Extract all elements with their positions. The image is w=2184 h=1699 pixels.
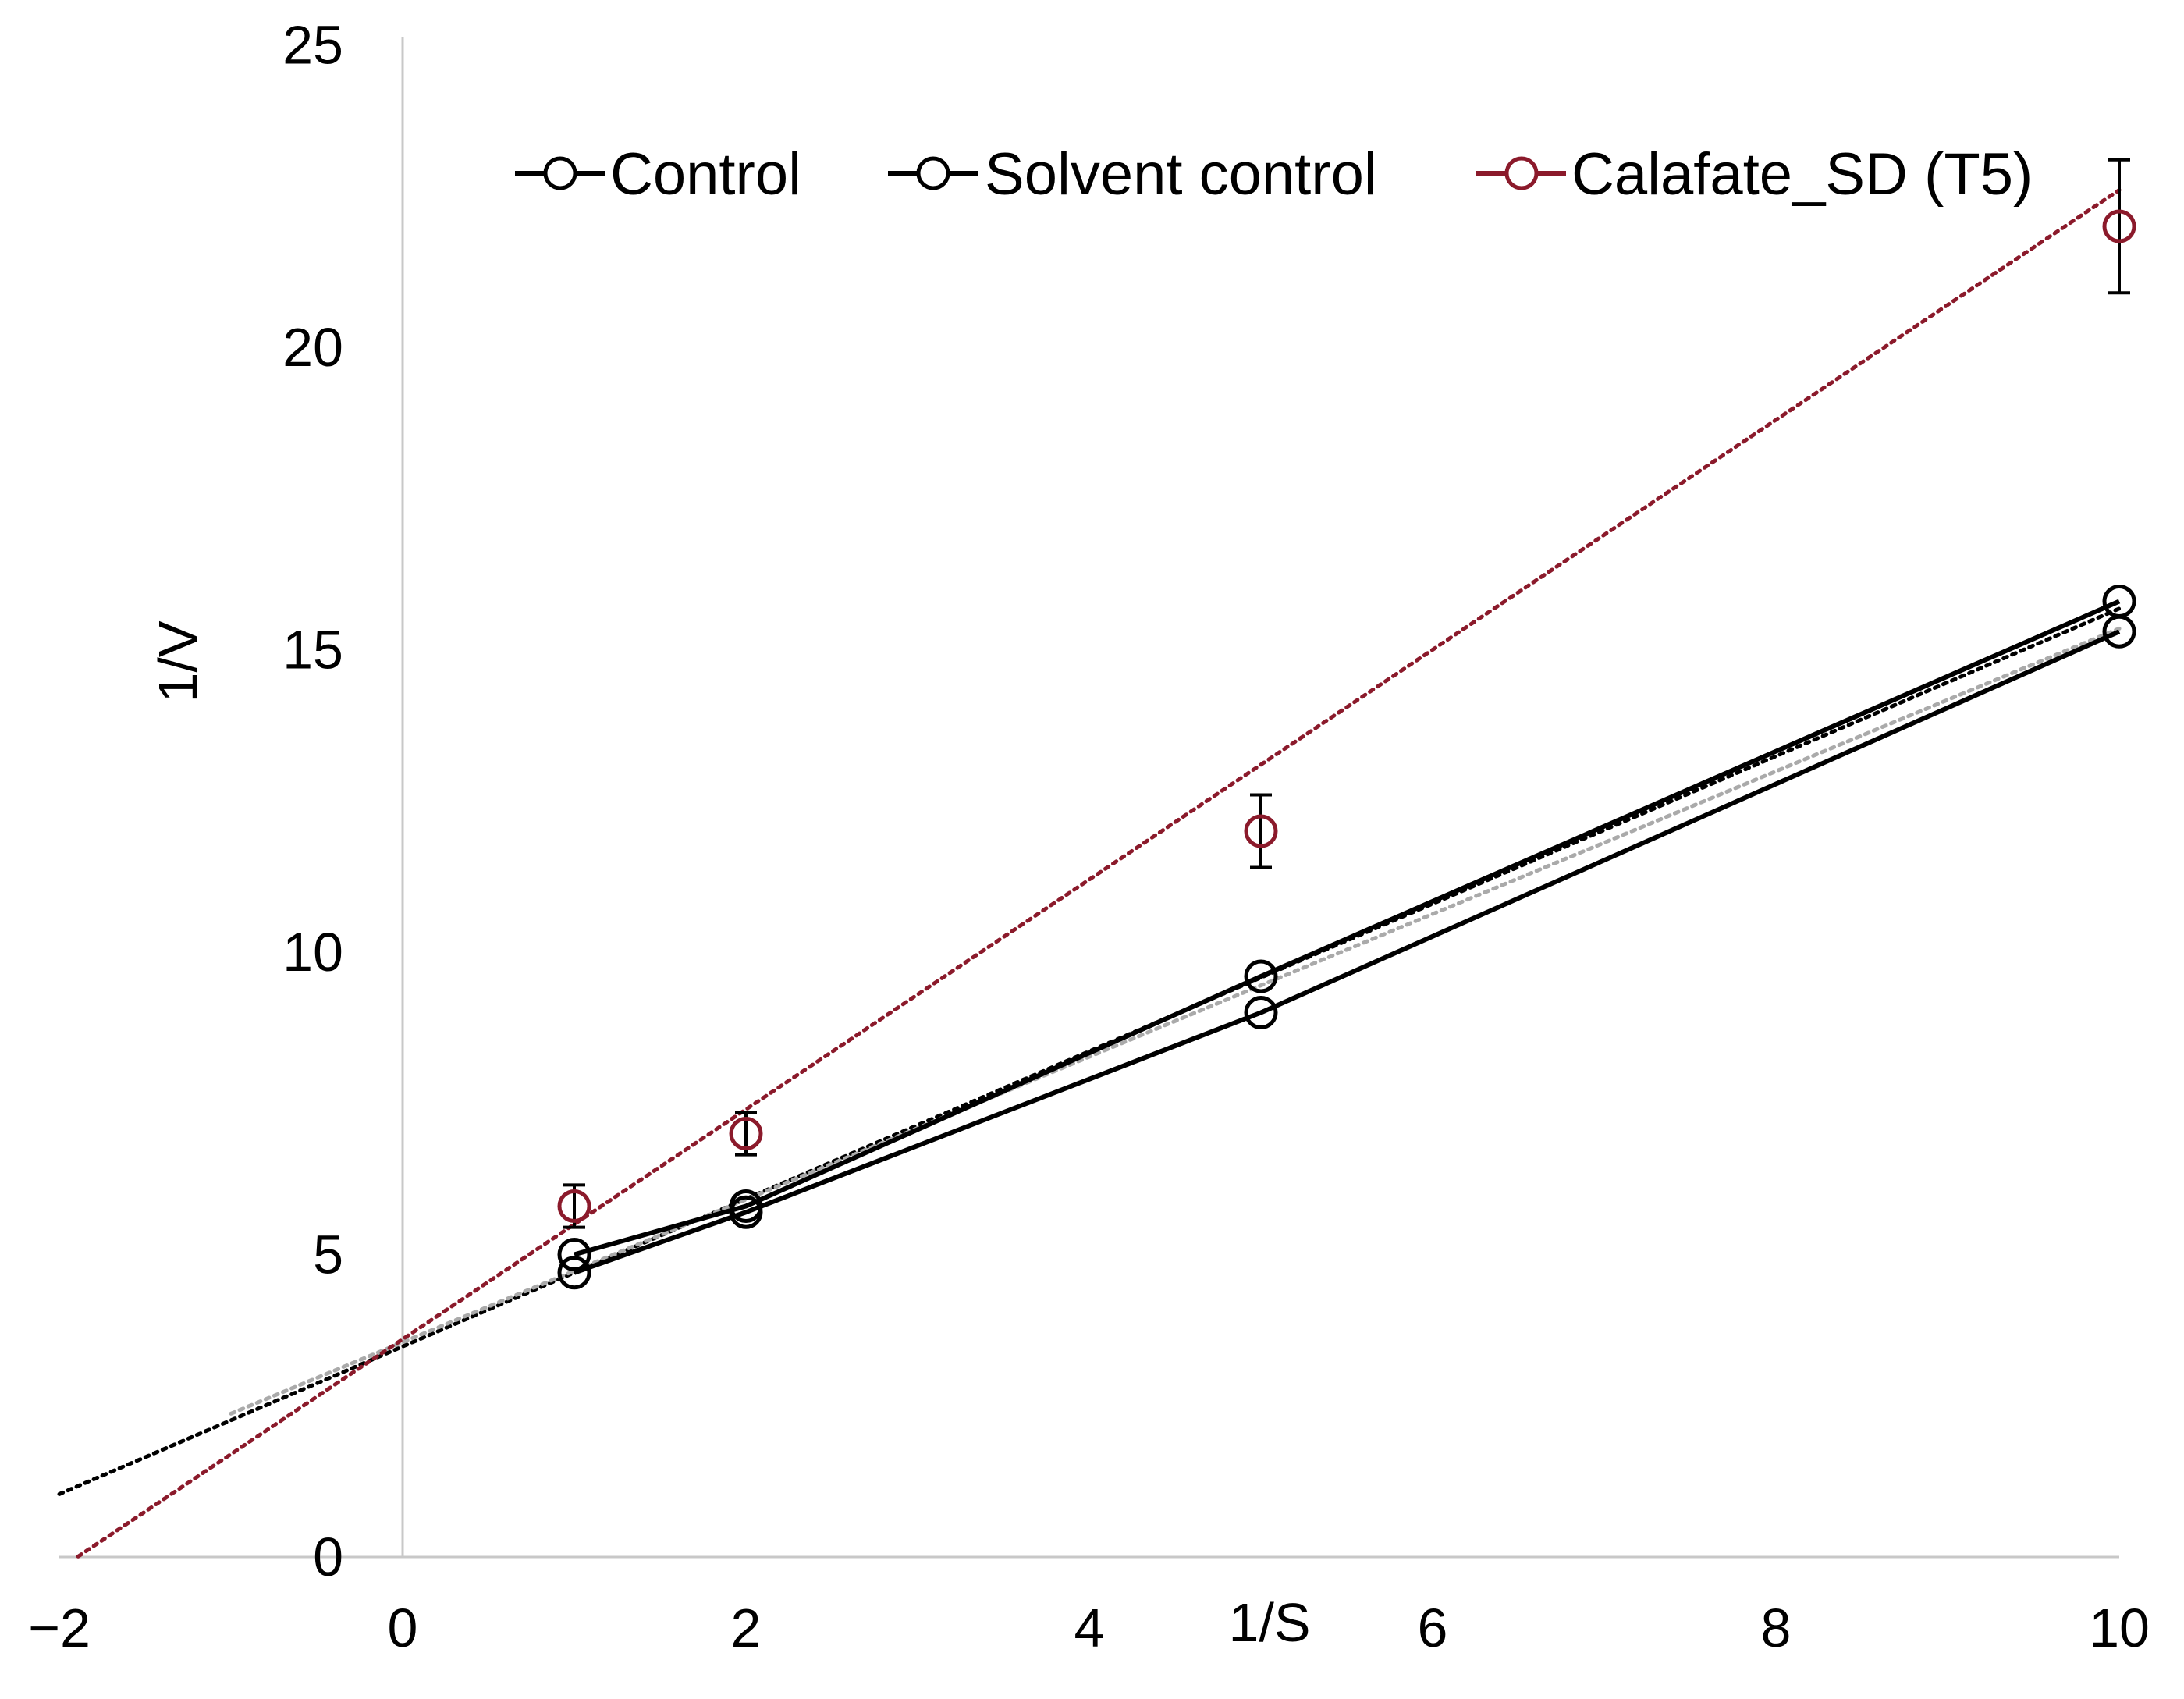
x-tick-label: 4: [1074, 1598, 1105, 1658]
data-point: [1244, 959, 1278, 993]
y-tick-label: 25: [282, 15, 343, 76]
legend-marker-2: [1504, 156, 1539, 190]
x-tick-label: 0: [388, 1598, 418, 1658]
y-tick-label: 10: [282, 922, 343, 983]
data-point: [2102, 209, 2136, 243]
x-tick-label: 2: [731, 1598, 762, 1658]
data-point: [729, 1195, 763, 1229]
series-line-0: [574, 599, 2121, 1257]
data-point: [557, 1238, 591, 1271]
x-tick-label: 10: [2089, 1598, 2150, 1658]
data-point: [1244, 996, 1278, 1029]
data-point: [557, 1189, 591, 1223]
data-point: [557, 1256, 591, 1290]
trendline-0: [57, 606, 2122, 1496]
y-tick-label: 15: [282, 620, 343, 681]
y-tick-label: 0: [313, 1527, 343, 1587]
data-point: [1244, 814, 1278, 848]
y-tick-label: 20: [282, 317, 343, 378]
legend-marker-1: [916, 156, 950, 190]
y-axis-title: 1/V: [147, 620, 208, 702]
x-axis-title: 1/S: [1228, 1592, 1310, 1653]
legend-label-0: Control: [610, 141, 801, 208]
data-point: [729, 1117, 763, 1150]
trendline-1: [229, 626, 2122, 1416]
trendline-2: [76, 188, 2122, 1559]
x-tick-label: 6: [1418, 1598, 1448, 1658]
series-line-1: [574, 629, 2121, 1275]
data-point: [2102, 614, 2136, 649]
y-tick-label: 5: [313, 1224, 343, 1285]
legend-label-2: Calafate_SD (T5): [1571, 141, 2033, 208]
x-tick-label: 8: [1761, 1598, 1792, 1658]
legend-marker-0: [543, 156, 577, 190]
legend-label-1: Solvent control: [985, 141, 1377, 208]
x-tick-label: −2: [28, 1598, 91, 1658]
